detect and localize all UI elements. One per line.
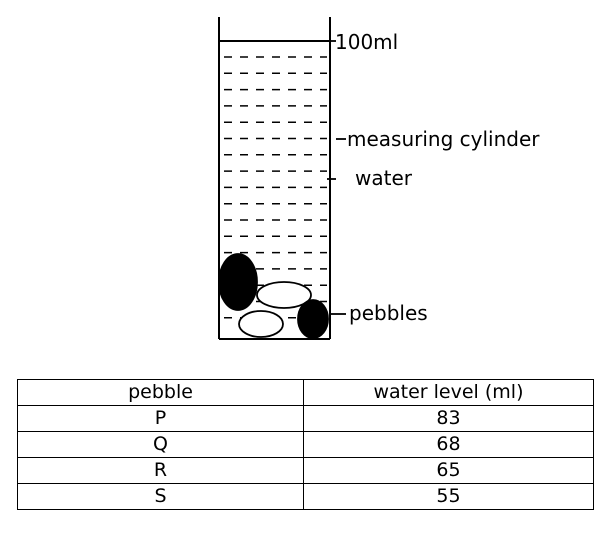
water-level-table: pebble water level (ml) P 83 Q 68 R 65 S… xyxy=(17,379,594,510)
label-measuring-cylinder: measuring cylinder xyxy=(347,127,540,151)
cell-pebble: P xyxy=(17,405,304,432)
label-100ml: 100ml xyxy=(335,30,398,54)
cell-water-level: 65 xyxy=(303,457,594,484)
table-row: R 65 xyxy=(17,457,594,484)
measuring-cylinder-diagram: 100ml measuring cylinder water pebbles xyxy=(218,17,540,340)
pebble-black-small xyxy=(297,299,329,339)
pebble-black-large xyxy=(218,253,258,311)
header-pebble: pebble xyxy=(17,379,304,406)
cell-water-level: 55 xyxy=(303,483,594,510)
label-pebbles: pebbles xyxy=(349,301,428,325)
pebble-white-large xyxy=(256,281,312,309)
pebbles-group xyxy=(218,253,329,339)
cell-pebble: Q xyxy=(17,431,304,458)
table-row: S 55 xyxy=(17,483,594,510)
cell-water-level: 68 xyxy=(303,431,594,458)
pebble-white-small xyxy=(238,310,284,338)
label-leaders xyxy=(327,40,346,315)
header-water-level: water level (ml) xyxy=(303,379,594,406)
cell-water-level: 83 xyxy=(303,405,594,432)
cell-pebble: S xyxy=(17,483,304,510)
table-row: Q 68 xyxy=(17,431,594,458)
cell-pebble: R xyxy=(17,457,304,484)
table-header-row: pebble water level (ml) xyxy=(17,379,594,406)
table-row: P 83 xyxy=(17,405,594,432)
water-dashes xyxy=(224,56,327,319)
label-water: water xyxy=(355,166,413,190)
